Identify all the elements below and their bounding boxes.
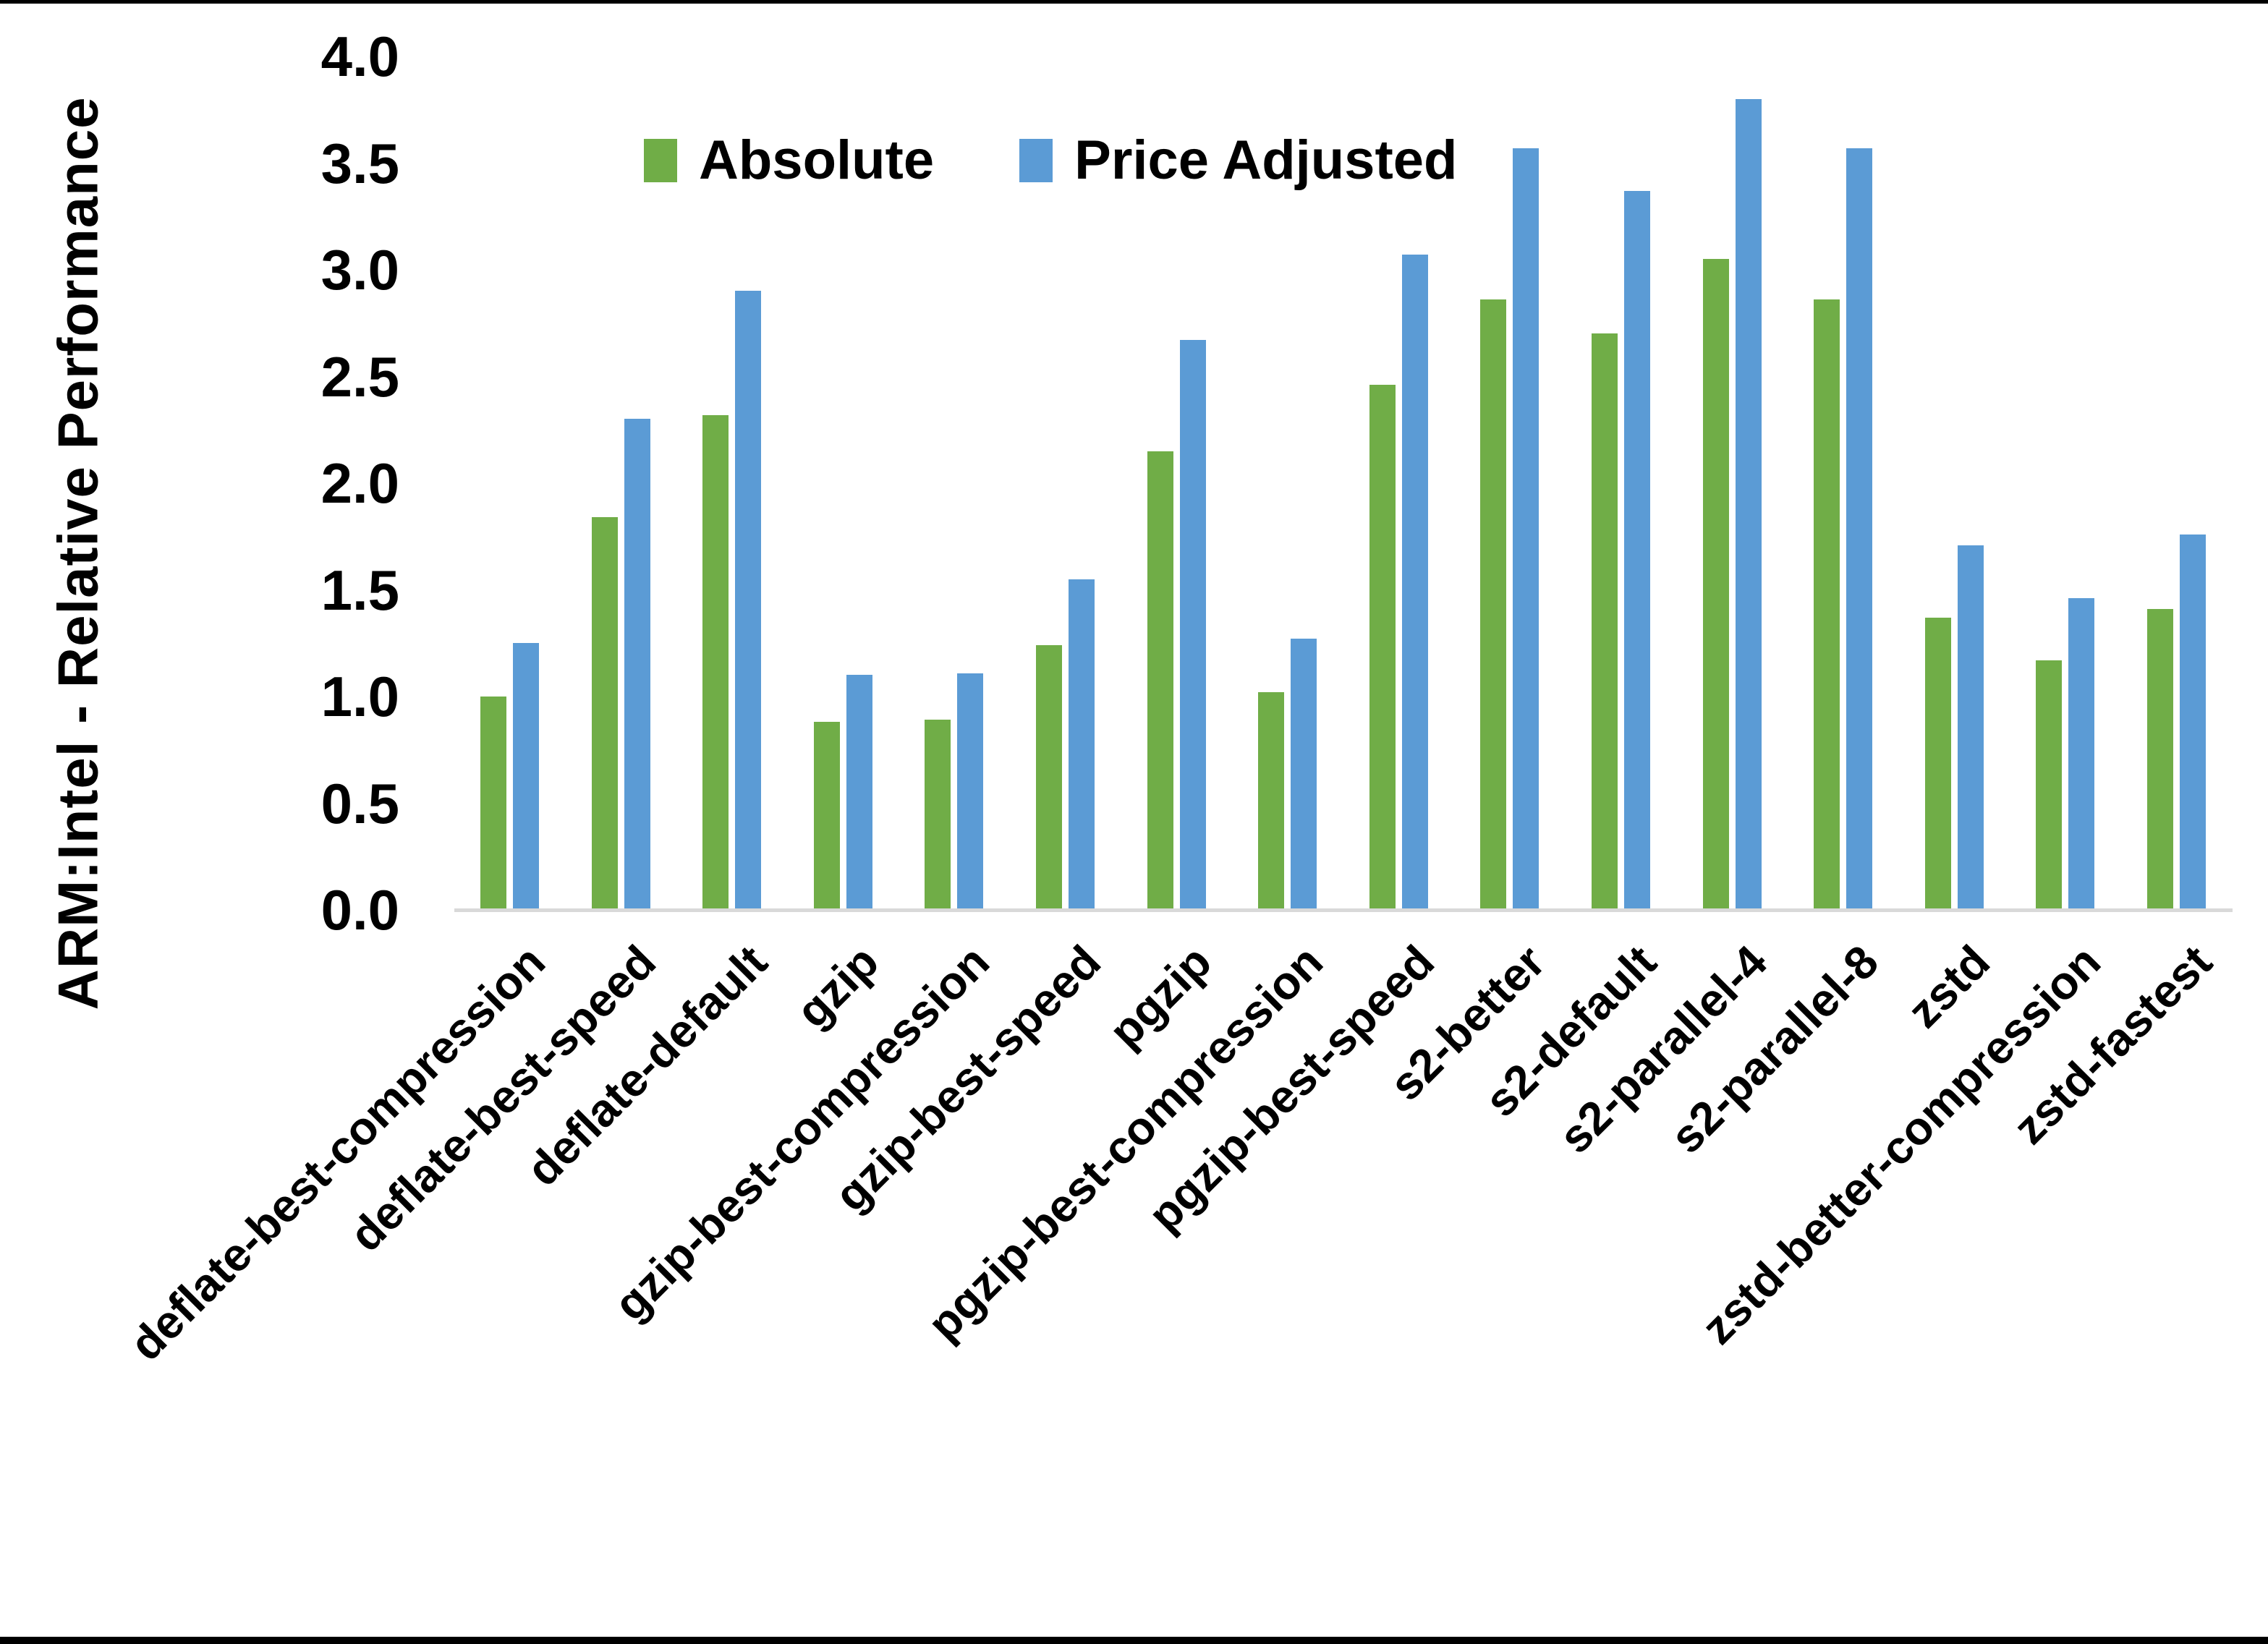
bar-absolute-zstd-better-compression — [2036, 660, 2062, 910]
bar-price-adjusted-zstd-fastest — [2180, 534, 2206, 910]
legend-item-price-adjusted: Price Adjusted — [1019, 129, 1457, 192]
legend-label-absolute: Absolute — [699, 129, 935, 191]
absolute-series-swatch-icon — [644, 138, 677, 182]
y-tick-label: 2.0 — [320, 451, 399, 515]
bar-price-adjusted-deflate-best-speed — [624, 419, 650, 910]
bar-absolute-s2-parallel-8 — [1814, 299, 1840, 910]
bar-price-adjusted-zstd-better-compression — [2068, 598, 2094, 910]
bar-price-adjusted-pgzip-best-compression — [1291, 639, 1317, 910]
y-tick-label: 2.5 — [320, 344, 399, 409]
top-border-line — [0, 0, 2268, 4]
bar-price-adjusted-s2-default — [1624, 191, 1650, 910]
y-tick-label: 3.5 — [320, 131, 399, 195]
bar-price-adjusted-deflate-best-compression — [513, 643, 539, 910]
legend-label-price-adjusted: Price Adjusted — [1074, 129, 1458, 191]
y-tick-label: 0.0 — [320, 878, 399, 942]
bar-price-adjusted-s2-parallel-8 — [1846, 148, 1872, 910]
bar-price-adjusted-gzip-best-compression — [957, 673, 983, 910]
y-tick-label: 1.0 — [320, 665, 399, 728]
y-tick-label: 1.5 — [320, 558, 399, 622]
bar-price-adjusted-s2-better — [1513, 148, 1539, 910]
bar-absolute-deflate-best-speed — [592, 517, 618, 910]
y-axis-title: ARM:Intel - Relative Performance — [46, 96, 110, 1010]
bar-absolute-s2-default — [1592, 333, 1618, 910]
bar-price-adjusted-pgzip-best-speed — [1402, 255, 1428, 910]
bar-absolute-s2-better — [1480, 299, 1506, 910]
bar-absolute-pgzip-best-compression — [1258, 692, 1284, 910]
bar-absolute-gzip-best-compression — [925, 720, 951, 910]
bar-price-adjusted-gzip-best-speed — [1069, 579, 1095, 910]
bar-price-adjusted-deflate-default — [735, 291, 761, 910]
legend: Absolute Price Adjusted — [644, 129, 1457, 192]
bar-absolute-zstd-fastest — [2147, 609, 2173, 910]
bar-absolute-pgzip — [1147, 451, 1173, 910]
legend-item-absolute: Absolute — [644, 129, 934, 192]
bar-absolute-deflate-default — [702, 415, 729, 910]
price-adjusted-series-swatch-icon — [1019, 138, 1053, 182]
y-tick-label: 0.5 — [320, 771, 399, 835]
bar-absolute-deflate-best-compression — [480, 697, 506, 910]
y-tick-label: 3.0 — [320, 238, 399, 302]
bar-price-adjusted-pgzip — [1180, 340, 1206, 910]
bottom-border-line — [0, 1637, 2268, 1644]
bar-absolute-gzip-best-speed — [1036, 645, 1062, 910]
bar-price-adjusted-zstd — [1958, 545, 1984, 910]
bar-absolute-gzip — [814, 722, 840, 910]
bar-absolute-zstd — [1925, 618, 1951, 910]
bar-price-adjusted-gzip — [846, 675, 872, 910]
bar-price-adjusted-s2-parallel-4 — [1736, 99, 1762, 910]
bar-absolute-s2-parallel-4 — [1703, 259, 1729, 910]
bar-absolute-pgzip-best-speed — [1369, 385, 1396, 910]
y-tick-label: 4.0 — [320, 25, 399, 88]
x-axis-line — [454, 908, 2233, 912]
